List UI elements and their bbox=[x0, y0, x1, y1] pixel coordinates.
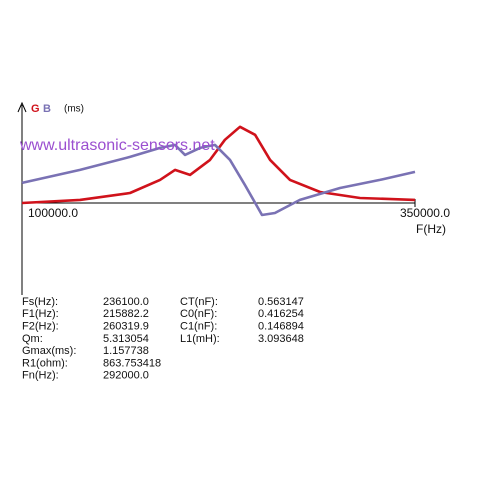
param-value: 1.157738 bbox=[103, 345, 149, 357]
param-value: 0.416254 bbox=[258, 308, 304, 320]
param-label: Qm: bbox=[22, 333, 43, 345]
x-tick-label: 100000.0 bbox=[28, 206, 78, 220]
y-axis-arrow bbox=[17, 101, 27, 113]
series-line bbox=[21, 125, 416, 205]
param-label: Fn(Hz): bbox=[22, 370, 59, 382]
param-label: R1(ohm): bbox=[22, 357, 68, 369]
x-tick-label: 350000.0 bbox=[400, 206, 450, 220]
legend-entry: G bbox=[31, 103, 40, 115]
param-label: L1(mH): bbox=[180, 333, 220, 345]
param-value: 260319.9 bbox=[103, 321, 149, 333]
param-value: 292000.0 bbox=[103, 370, 149, 382]
x-label: F(Hz) bbox=[416, 222, 446, 236]
param-label: F1(Hz): bbox=[22, 308, 59, 320]
param-value: 5.313054 bbox=[103, 333, 149, 345]
param-label: Gmax(ms): bbox=[22, 345, 76, 357]
param-value: 236100.0 bbox=[103, 296, 149, 308]
param-value: 215882.2 bbox=[103, 308, 149, 320]
y-unit: (ms) bbox=[64, 104, 84, 115]
param-label: C0(nF): bbox=[180, 308, 217, 320]
param-value: 0.563147 bbox=[258, 296, 304, 308]
watermark: www.ultrasonic-sensors.net bbox=[19, 137, 215, 154]
series-line bbox=[21, 143, 416, 217]
param-label: F2(Hz): bbox=[22, 321, 59, 333]
param-label: Fs(Hz): bbox=[22, 296, 58, 308]
param-value: 3.093648 bbox=[258, 333, 304, 345]
param-value: 0.146894 bbox=[258, 321, 304, 333]
param-label: CT(nF): bbox=[180, 296, 218, 308]
param-label: C1(nF): bbox=[180, 321, 217, 333]
legend-entry: B bbox=[43, 103, 51, 115]
param-value: 863.753418 bbox=[103, 357, 161, 369]
